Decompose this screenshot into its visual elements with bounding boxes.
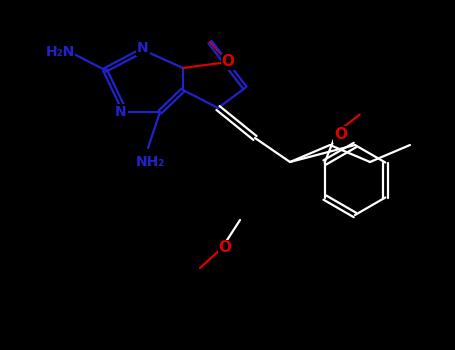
- Text: O: O: [222, 55, 234, 70]
- Text: O: O: [218, 240, 232, 256]
- Text: N: N: [137, 41, 149, 55]
- Text: O: O: [334, 127, 347, 142]
- Text: NH₂: NH₂: [136, 155, 165, 169]
- Text: H₂N: H₂N: [46, 45, 75, 59]
- Text: N: N: [115, 105, 127, 119]
